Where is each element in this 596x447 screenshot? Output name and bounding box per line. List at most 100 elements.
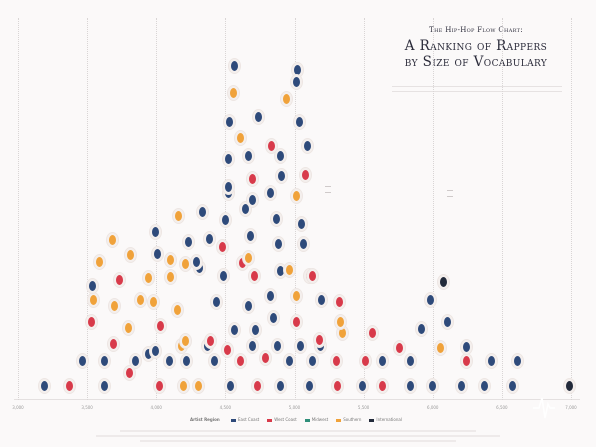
rapper-face-icon[interactable] — [233, 130, 247, 146]
rapper-face-icon[interactable] — [294, 216, 308, 232]
rapper-face-icon[interactable] — [375, 378, 389, 394]
rapper-face-icon[interactable] — [226, 85, 240, 101]
rapper-face-icon[interactable] — [85, 278, 99, 294]
rapper-face-icon[interactable] — [243, 228, 257, 244]
rapper-face-icon[interactable] — [207, 353, 221, 369]
rapper-face-icon[interactable] — [181, 234, 195, 250]
rapper-face-icon[interactable] — [282, 262, 296, 278]
rapper-face-icon[interactable] — [62, 378, 76, 394]
rapper-face-icon[interactable] — [221, 151, 235, 167]
rapper-face-icon[interactable] — [282, 353, 296, 369]
rapper-face-icon[interactable] — [245, 338, 259, 354]
rapper-face-icon[interactable] — [292, 114, 306, 130]
rapper-face-icon[interactable] — [330, 378, 344, 394]
rapper-face-icon[interactable] — [263, 288, 277, 304]
rapper-face-icon[interactable] — [247, 268, 261, 284]
rapper-face-icon[interactable] — [298, 167, 312, 183]
rapper-face-icon[interactable] — [218, 212, 232, 228]
rapper-face-icon[interactable] — [122, 365, 136, 381]
rapper-face-icon[interactable] — [293, 338, 307, 354]
rapper-face-icon[interactable] — [86, 292, 100, 308]
rapper-face-icon[interactable] — [375, 353, 389, 369]
rapper-face-icon[interactable] — [365, 325, 379, 341]
rapper-face-icon[interactable] — [273, 378, 287, 394]
rapper-face-icon[interactable] — [195, 204, 209, 220]
rapper-face-icon[interactable] — [245, 171, 259, 187]
rapper-face-icon[interactable] — [121, 320, 135, 336]
rapper-face-icon[interactable] — [146, 294, 160, 310]
rapper-face-icon[interactable] — [332, 294, 346, 310]
rapper-face-icon[interactable] — [189, 254, 203, 270]
rapper-face-icon[interactable] — [477, 378, 491, 394]
rapper-face-icon[interactable] — [333, 314, 347, 330]
rapper-face-icon[interactable] — [266, 310, 280, 326]
rapper-face-icon[interactable] — [84, 314, 98, 330]
rapper-face-icon[interactable] — [148, 343, 162, 359]
rapper-face-icon[interactable] — [258, 350, 272, 366]
rapper-face-icon[interactable] — [150, 246, 164, 262]
rapper-face-icon[interactable] — [233, 353, 247, 369]
rapper-face-icon[interactable] — [454, 378, 468, 394]
rapper-face-icon[interactable] — [251, 109, 265, 125]
rapper-face-icon[interactable] — [305, 353, 319, 369]
rapper-face-icon[interactable] — [216, 268, 230, 284]
rapper-face-icon[interactable] — [222, 114, 236, 130]
rapper-face-icon[interactable] — [176, 378, 190, 394]
rapper-face-icon[interactable] — [459, 353, 473, 369]
rapper-face-icon[interactable] — [289, 314, 303, 330]
rapper-face-icon[interactable] — [314, 292, 328, 308]
rapper-face-icon[interactable] — [107, 298, 121, 314]
rapper-face-icon[interactable] — [97, 353, 111, 369]
rapper-face-icon[interactable] — [106, 336, 120, 352]
rapper-face-icon[interactable] — [171, 208, 185, 224]
rapper-face-icon[interactable] — [289, 188, 303, 204]
rapper-face-icon[interactable] — [403, 378, 417, 394]
rapper-face-icon[interactable] — [273, 148, 287, 164]
rapper-face-icon[interactable] — [112, 272, 126, 288]
rapper-face-icon[interactable] — [436, 274, 450, 290]
rapper-face-icon[interactable] — [97, 378, 111, 394]
rapper-face-icon[interactable] — [209, 294, 223, 310]
rapper-face-icon[interactable] — [392, 340, 406, 356]
rapper-face-icon[interactable] — [227, 58, 241, 74]
rapper-face-icon[interactable] — [510, 353, 524, 369]
rapper-face-icon[interactable] — [271, 236, 285, 252]
rapper-face-icon[interactable] — [296, 236, 310, 252]
rapper-face-icon[interactable] — [241, 250, 255, 266]
rapper-face-icon[interactable] — [248, 322, 262, 338]
rapper-face-icon[interactable] — [191, 378, 205, 394]
rapper-face-icon[interactable] — [123, 247, 137, 263]
rapper-face-icon[interactable] — [440, 314, 454, 330]
rapper-face-icon[interactable] — [163, 269, 177, 285]
rapper-face-icon[interactable] — [312, 332, 326, 348]
rapper-face-icon[interactable] — [274, 168, 288, 184]
rapper-face-icon[interactable] — [562, 378, 576, 394]
rapper-face-icon[interactable] — [329, 353, 343, 369]
rapper-face-icon[interactable] — [300, 138, 314, 154]
rapper-face-icon[interactable] — [250, 378, 264, 394]
rapper-face-icon[interactable] — [270, 338, 284, 354]
rapper-face-icon[interactable] — [75, 353, 89, 369]
rapper-face-icon[interactable] — [241, 148, 255, 164]
rapper-face-icon[interactable] — [459, 339, 473, 355]
rapper-face-icon[interactable] — [403, 353, 417, 369]
rapper-face-icon[interactable] — [302, 378, 316, 394]
rapper-face-icon[interactable] — [269, 211, 283, 227]
rapper-face-icon[interactable] — [505, 378, 519, 394]
rapper-face-icon[interactable] — [162, 353, 176, 369]
rapper-face-icon[interactable] — [148, 224, 162, 240]
rapper-face-icon[interactable] — [264, 138, 278, 154]
rapper-face-icon[interactable] — [484, 353, 498, 369]
rapper-face-icon[interactable] — [221, 179, 235, 195]
rapper-face-icon[interactable] — [178, 333, 192, 349]
rapper-face-icon[interactable] — [128, 353, 142, 369]
rapper-face-icon[interactable] — [433, 340, 447, 356]
rapper-face-icon[interactable] — [414, 321, 428, 337]
rapper-face-icon[interactable] — [305, 268, 319, 284]
rapper-face-icon[interactable] — [289, 288, 303, 304]
rapper-face-icon[interactable] — [241, 298, 255, 314]
rapper-face-icon[interactable] — [245, 192, 259, 208]
rapper-face-icon[interactable] — [202, 231, 216, 247]
rapper-face-icon[interactable] — [170, 302, 184, 318]
rapper-face-icon[interactable] — [163, 252, 177, 268]
